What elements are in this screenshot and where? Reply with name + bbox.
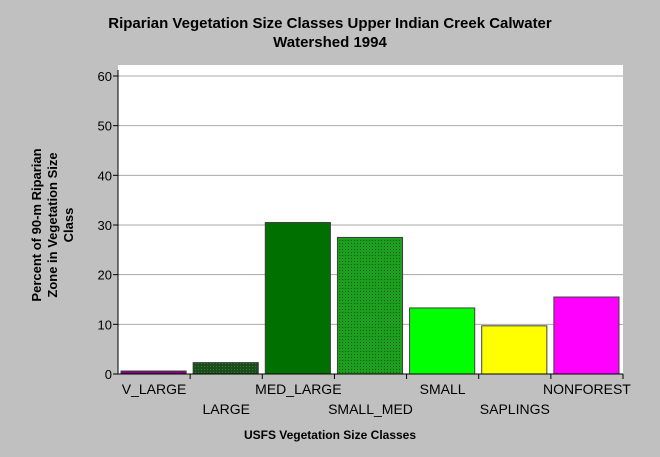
chart-title-line-2: Watershed 1994 [273, 34, 387, 51]
bar-small-med [336, 236, 404, 375]
y-tick-label: 20 [98, 268, 112, 283]
x-tick-label: V_LARGE [122, 381, 187, 397]
bar-large [192, 362, 259, 375]
y-tick-label: 0 [105, 367, 112, 382]
x-tick-label: SMALL [420, 381, 466, 397]
x-tick-label: NONFOREST [543, 381, 631, 397]
axes [113, 70, 624, 379]
x-tick-label: LARGE [202, 401, 249, 417]
bar-med-large [264, 222, 331, 375]
x-tick-labels: V_LARGE LARGE MED_LARGE SMALL_MED SMALL SAPLI… [122, 381, 632, 417]
y-tick-label: 10 [98, 317, 112, 332]
bar-saplings [481, 325, 548, 375]
y-tick-label: 30 [98, 218, 112, 233]
chart-title-line-1: Riparian Vegetation Size Classes Upper I… [108, 15, 552, 32]
y-tick-label: 60 [98, 69, 112, 84]
bar-nonforest [553, 296, 620, 375]
y-tick-labels: 0 10 20 30 40 50 60 [98, 69, 112, 382]
bar-small [409, 307, 476, 375]
y-tick-label: 40 [98, 168, 112, 183]
bars [120, 222, 620, 375]
gridlines [118, 75, 623, 325]
chart-title: Riparian Vegetation Size Classes Upper I… [0, 14, 660, 52]
x-tick-label: SAPLINGS [480, 401, 550, 417]
x-tick-label: SMALL_MED [328, 401, 413, 417]
x-tick-label: MED_LARGE [255, 381, 341, 397]
x-axis-label: USFS Vegetation Size Classes [243, 428, 417, 442]
y-tick-label: 50 [98, 119, 112, 134]
